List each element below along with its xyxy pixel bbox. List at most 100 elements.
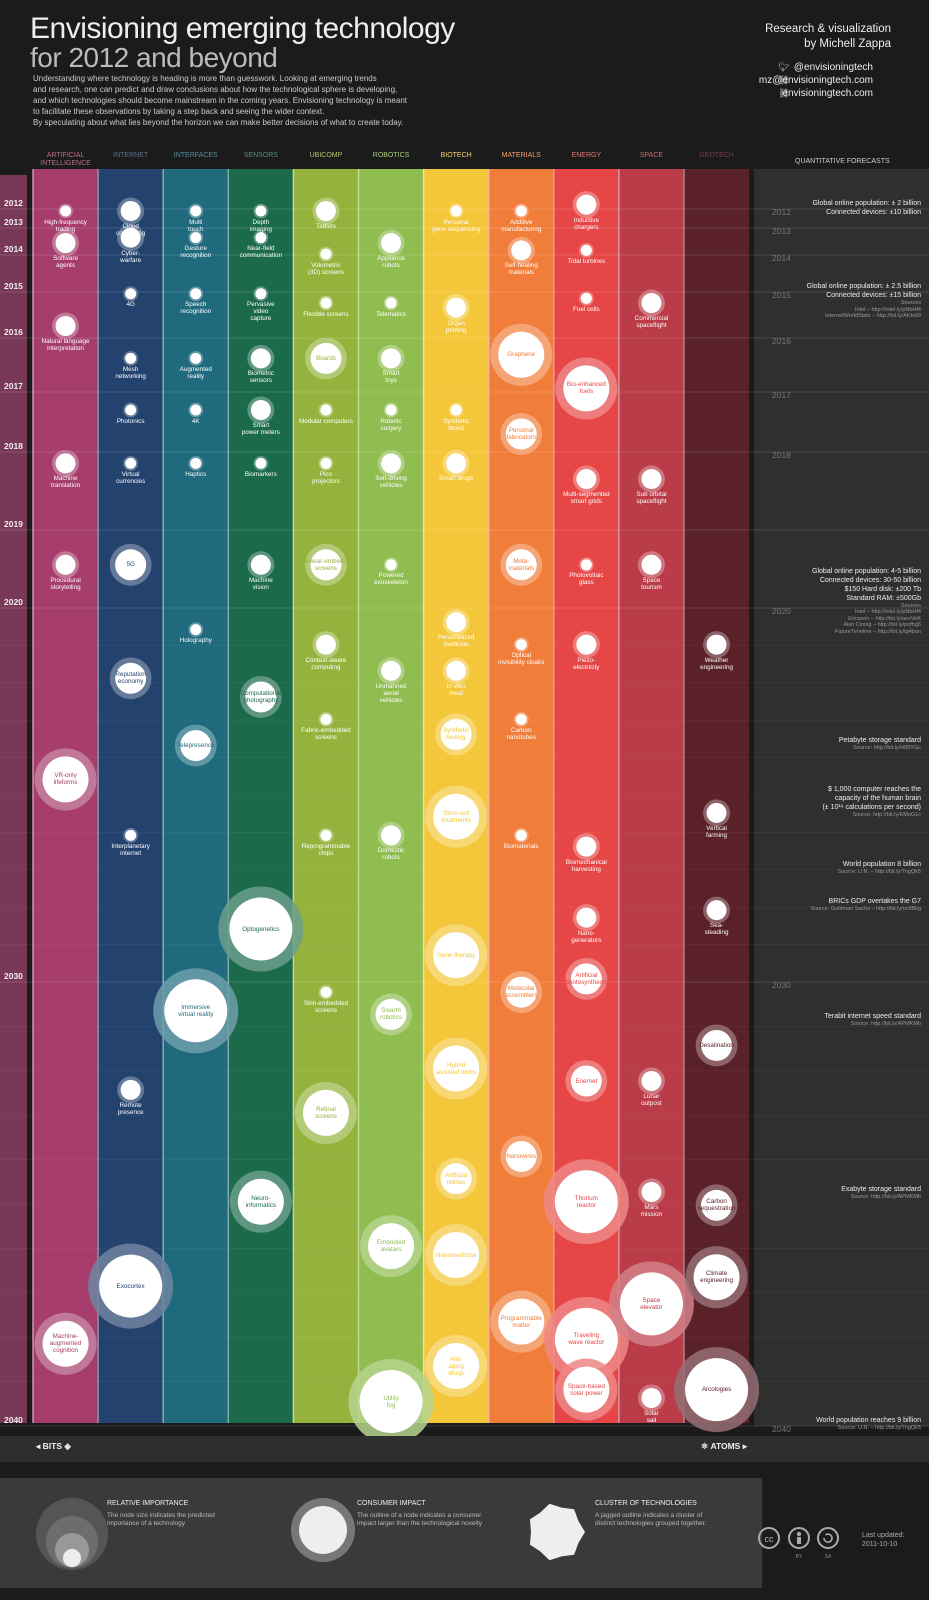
technology-label-line: augmented: [49, 1340, 82, 1348]
technology-label-line: Biomarkers: [244, 470, 277, 478]
forecast-entry: Exabyte storage standard Source: http://b…: [841, 1185, 921, 1201]
technology-node: [190, 404, 202, 416]
technology-node: [440, 1163, 472, 1195]
technology-label-line: Photonics: [116, 417, 145, 425]
technology-label: Lunar outpost: [641, 1093, 662, 1107]
technology-label-line: Biomechanical: [565, 858, 607, 866]
technology-label-line: Fabric-embedded: [301, 726, 351, 734]
technology-label-line: Natural language: [41, 338, 90, 345]
technology-label: Organ printing: [446, 320, 467, 334]
technology-label: Solar sail: [644, 1410, 659, 1424]
year-label: 2019: [4, 519, 23, 529]
technology-label: Mesh networking: [115, 366, 145, 380]
technology-label: Arcologies: [702, 1386, 731, 1393]
forecast-line: World population 8 billion: [842, 860, 921, 868]
forecast-line: Global online population: ± 2.5 billion: [806, 283, 921, 290]
technology-node: [310, 549, 342, 581]
bits-atoms-bar: [0, 1436, 929, 1462]
year-axis-band: [0, 175, 27, 1423]
technology-label-line: tourism: [641, 583, 662, 591]
technology-label-line: computing: [116, 230, 146, 237]
technology-label-line: glass: [578, 579, 594, 587]
technology-label: Telematics: [376, 311, 406, 318]
technology-node: [190, 624, 202, 636]
forecast-source: Source: http://bit.ly/H89YGc: [853, 745, 921, 752]
technology-label: Mars mission: [641, 1204, 662, 1218]
technology-label-line: warfare: [120, 256, 142, 264]
technology-node: [433, 1045, 480, 1092]
technology-label-line: Sub orbital: [636, 491, 667, 498]
technology-label-line: Additive: [510, 218, 533, 226]
technology-label-line: Desalination: [699, 1041, 734, 1049]
technology-node: [701, 1189, 733, 1221]
technology-label: Machine translation: [51, 475, 80, 489]
technology-label-line: Bio-enhanced: [566, 381, 606, 389]
technology-label: Reprogrammable chips: [302, 843, 351, 857]
technology-label-line: Interplanetary: [111, 842, 150, 850]
email-link[interactable]: mz@envisioningtech.com: [758, 75, 873, 86]
legend-cluster-node: [529, 1503, 585, 1561]
sa-label: SA: [825, 1554, 832, 1560]
forecast-entry: World population reaches 9 billion Source…: [816, 1416, 921, 1432]
technology-node: [641, 1182, 662, 1202]
technology-label: Self-healing materials: [505, 262, 538, 276]
technology-label-line: Enernet: [575, 1077, 598, 1085]
technology-label: Reputation economy: [115, 671, 145, 685]
technology-node: [359, 1370, 423, 1434]
technology-label-line: meat: [449, 689, 464, 697]
by-label: BY: [796, 1554, 803, 1560]
technology-label-line: Sea-: [709, 922, 724, 930]
category-column: [98, 169, 164, 1423]
technology-label-line: Tablets: [315, 223, 336, 230]
technology-node: [315, 634, 336, 655]
technology-label-line: Computational: [240, 689, 282, 697]
technology-node: [320, 713, 332, 725]
technology-label-line: wave reactor: [568, 1339, 605, 1347]
technology-label: Synthetic biology: [443, 727, 469, 741]
license-icons: cc BY SA: [758, 1527, 839, 1560]
technology-label: Machine-augmented cognition: [50, 1333, 82, 1354]
technology-node: [515, 829, 527, 841]
forecast-source: Source: U.N. – http://bit.ly/7ngQk5: [837, 868, 921, 875]
technology-label: Smart toys: [383, 370, 400, 384]
technology-node: [368, 1223, 415, 1270]
technology-label: Inductive chargers: [574, 217, 599, 231]
website-link[interactable]: envisioningtech.com: [782, 88, 873, 99]
technology-label-line: Commercial: [634, 315, 669, 322]
twitter-link[interactable]: @envisioningtech: [793, 62, 873, 73]
technology-node: [693, 1254, 740, 1301]
intro-line: Understanding where technology is headin…: [33, 74, 377, 83]
technology-node: [446, 660, 467, 681]
technology-label-line: screens: [314, 733, 337, 741]
legend-importance-ring: [63, 1549, 81, 1567]
technology-label: Software agents: [53, 255, 78, 269]
forecast-source: Source: http://bit.ly/APMKMb: [850, 1020, 921, 1027]
technology-node: [55, 554, 76, 575]
forecast-entry: Terabit internet speed standard Source: h…: [824, 1012, 921, 1028]
technology-label: High-frequency trading: [44, 219, 87, 233]
forecast-line: BRICs GDP overtakes the G7: [828, 898, 921, 906]
category-column: [163, 169, 229, 1423]
technology-label-line: Organ: [447, 319, 465, 327]
technology-node: [576, 634, 597, 655]
year-label: 2013: [4, 217, 23, 227]
technology-node: [706, 802, 727, 823]
technology-label: Programmable matter: [501, 1315, 542, 1329]
technology-label: Graphene: [507, 351, 535, 358]
technology-label-line: mission: [640, 1211, 663, 1218]
technology-label: Haptics: [185, 471, 206, 478]
forecast-source: Ericsson – http://bit.ly/aevVeK: [848, 615, 921, 622]
year-label: 2030: [4, 971, 23, 981]
technology-node: [570, 1065, 602, 1097]
technology-node: [580, 559, 592, 571]
technology-label: Photonics: [117, 418, 145, 425]
legend-title: CONSUMER IMPACT: [357, 1500, 426, 1507]
technology-node: [706, 900, 727, 921]
technology-node: [245, 681, 277, 713]
technology-label: Hybrid assisted limbs: [436, 1062, 476, 1076]
technology-label: Personal gene sequencing: [432, 219, 480, 233]
technology-label-line: assemblers: [505, 992, 538, 1000]
technology-label: Synthetic blood: [443, 418, 469, 432]
technology-label-line: vehicles: [379, 482, 403, 490]
technology-label-line: 4K: [191, 417, 200, 425]
